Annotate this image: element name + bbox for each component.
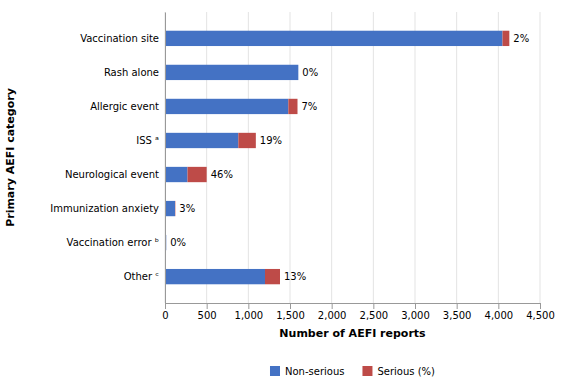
x-tick-label: 4,000 <box>485 310 514 321</box>
legend-item: Non-serious <box>270 366 344 377</box>
x-tick: 500 <box>198 303 217 321</box>
x-axis: 0 500 1,000 1,500 2,000 2,500 3,000 3,500 4,000 4… <box>162 303 555 321</box>
legend-label: Serious (%) <box>377 366 435 377</box>
x-tick-label: 1,000 <box>235 310 264 321</box>
bar <box>265 269 280 284</box>
x-tick-mark <box>498 303 499 309</box>
x-tick-mark <box>540 303 541 309</box>
bar <box>238 133 256 148</box>
pct-label: 46% <box>211 169 233 180</box>
bar <box>503 31 510 46</box>
y-axis: Other ᶜ Vaccination error ᵇ Immunization a… <box>50 13 165 304</box>
grid-line <box>373 12 374 303</box>
x-tick-label: 500 <box>198 310 217 321</box>
y-axis-title: Primary AEFI category <box>4 88 17 227</box>
grid-line <box>206 12 207 303</box>
y-tick-label: Allergic event <box>90 101 159 112</box>
bar <box>175 201 176 216</box>
legend: Non-serious Serious (%) <box>270 366 435 377</box>
bar <box>165 65 298 80</box>
y-tick: ISS ᵃ <box>136 135 165 146</box>
bar <box>288 99 297 114</box>
x-tick-mark <box>207 303 208 309</box>
x-tick: 2,500 <box>360 303 389 321</box>
legend-label: Non-serious <box>285 366 344 377</box>
x-tick: 3,500 <box>443 303 472 321</box>
x-tick-mark <box>415 303 416 309</box>
bar <box>165 201 175 216</box>
x-tick-mark <box>373 303 374 309</box>
x-tick-mark <box>457 303 458 309</box>
bar <box>165 167 188 182</box>
y-tick: Immunization anxiety <box>50 203 165 214</box>
x-tick: 4,000 <box>485 303 514 321</box>
y-tick-label: Vaccination site <box>80 33 159 44</box>
x-axis-title: Number of AEFI reports <box>279 327 426 340</box>
grid-line <box>415 12 416 303</box>
plot: 0 500 1,000 1,500 2,000 2,500 3,000 3,500 4,000 4… <box>4 12 555 340</box>
grid-line <box>331 12 332 303</box>
y-tick: Rash alone <box>104 67 165 78</box>
pct-label: 0% <box>302 67 318 78</box>
bar <box>165 99 288 114</box>
bar <box>165 269 265 284</box>
y-axis-line <box>165 13 166 304</box>
x-tick-mark <box>165 303 166 309</box>
grid <box>165 12 540 303</box>
x-tick-label: 4,500 <box>526 310 555 321</box>
grid-line <box>456 12 457 303</box>
chart: 0 500 1,000 1,500 2,000 2,500 3,000 3,500 4,000 4… <box>0 0 566 385</box>
bar <box>298 65 299 80</box>
x-tick-label: 2,000 <box>318 310 347 321</box>
x-tick-label: 1,500 <box>276 310 305 321</box>
grid-line <box>540 12 541 303</box>
x-tick-mark <box>248 303 249 309</box>
x-tick: 4,500 <box>526 303 555 321</box>
bar <box>165 31 503 46</box>
y-tick: Allergic event <box>90 101 165 112</box>
pct-label: 0% <box>170 237 186 248</box>
bar-series <box>175 31 509 285</box>
y-tick-label: Rash alone <box>104 67 159 78</box>
x-tick: 0 <box>162 303 168 321</box>
y-tick-label: Immunization anxiety <box>50 203 159 214</box>
y-tick-label: Vaccination error ᵇ <box>67 237 159 248</box>
y-tick-label: Other ᶜ <box>124 271 160 282</box>
y-tick-label: Neurological event <box>65 169 159 180</box>
pct-label: 3% <box>179 203 195 214</box>
x-tick: 2,000 <box>318 303 347 321</box>
bar-series <box>165 31 503 285</box>
x-tick: 3,000 <box>401 303 430 321</box>
pct-labels: 13% 0% 3% 46% 19% 7% 0% 2% <box>170 33 529 282</box>
pct-label: 13% <box>284 271 306 282</box>
pct-label: 19% <box>260 135 282 146</box>
x-tick-mark <box>332 303 333 309</box>
x-tick-label: 0 <box>162 310 168 321</box>
legend-swatch <box>362 366 372 376</box>
legend-swatch <box>270 366 280 376</box>
x-tick: 1,500 <box>276 303 305 321</box>
x-tick-label: 2,500 <box>360 310 389 321</box>
x-axis-line <box>166 304 541 310</box>
y-tick: Vaccination site <box>80 33 165 44</box>
pct-label: 7% <box>302 101 318 112</box>
x-tick: 1,000 <box>235 303 264 321</box>
grid-line <box>165 12 166 303</box>
y-tick-label: ISS ᵃ <box>136 135 159 146</box>
bar <box>165 133 238 148</box>
grid-line <box>248 12 249 303</box>
y-tick: Other ᶜ <box>124 271 165 282</box>
grid-line <box>290 12 291 303</box>
y-tick: Neurological event <box>65 169 165 180</box>
bars <box>165 31 509 285</box>
legend-item: Serious (%) <box>362 366 435 377</box>
x-tick-mark <box>290 303 291 309</box>
pct-label: 2% <box>513 33 529 44</box>
y-tick: Vaccination error ᵇ <box>67 237 165 248</box>
x-tick-label: 3,500 <box>443 310 472 321</box>
grid-line <box>498 12 499 303</box>
bar <box>188 167 207 182</box>
x-tick-label: 3,000 <box>401 310 430 321</box>
